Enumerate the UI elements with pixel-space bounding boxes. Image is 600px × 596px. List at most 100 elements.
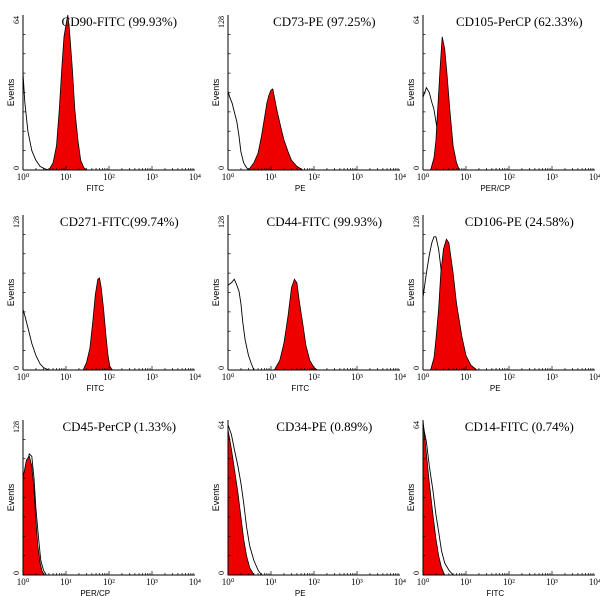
y-tick-label: 0 xyxy=(412,166,421,170)
x-tick-label: 10⁴ xyxy=(589,577,600,587)
panel-title: CD105-PerCP (62.33%) xyxy=(456,14,583,29)
x-tick-label: 10² xyxy=(308,577,320,587)
x-tick-label: 10⁰ xyxy=(417,577,430,587)
stained-histogram xyxy=(227,429,255,576)
panel-title: CD106-PE (24.58%) xyxy=(465,214,574,229)
x-tick-label: 10³ xyxy=(546,577,558,587)
panel-title: CD73-PE (97.25%) xyxy=(273,14,376,29)
y-tick-label: 64 xyxy=(12,16,21,24)
x-tick-label: 10⁴ xyxy=(589,372,600,382)
x-tick-label: 10⁰ xyxy=(222,172,235,182)
x-tick-label: 10⁴ xyxy=(394,172,406,182)
y-tick-label: 64 xyxy=(412,421,421,429)
x-tick-label: 10² xyxy=(503,372,515,382)
x-tick-label: 10² xyxy=(103,577,115,587)
stained-histogram xyxy=(82,277,114,371)
x-axis-label: PER/CP xyxy=(480,184,510,193)
x-tick-label: 10³ xyxy=(351,577,363,587)
panel-title: CD271-FITC(99.74%) xyxy=(60,214,179,229)
x-tick-label: 10¹ xyxy=(265,577,277,587)
x-tick-label: 10⁰ xyxy=(417,372,430,382)
x-tick-label: 10² xyxy=(503,172,515,182)
x-tick-label: 10¹ xyxy=(265,172,277,182)
stained-histogram xyxy=(430,36,460,171)
y-tick-label: 0 xyxy=(412,366,421,370)
x-tick-label: 10¹ xyxy=(60,372,72,382)
y-tick-label: 0 xyxy=(412,571,421,575)
histogram-panel: 10⁰ 10¹ 10² 10³ 10⁴ 128 0 Events FITC CD44-FITC (… xyxy=(211,214,406,393)
y-axis-label: Events xyxy=(406,483,416,511)
control-histogram xyxy=(227,91,249,171)
histogram-panel: 10⁰ 10¹ 10² 10³ 10⁴ 128 0 Events FITC CD271-FITC(… xyxy=(6,214,201,393)
x-tick-label: 10⁴ xyxy=(189,372,201,382)
stained-histogram xyxy=(422,419,446,576)
x-tick-label: 10⁴ xyxy=(189,172,201,182)
y-tick-label: 128 xyxy=(12,216,21,228)
y-tick-label: 0 xyxy=(217,166,226,170)
x-axis-label: FITC xyxy=(486,589,504,596)
x-tick-label: 10¹ xyxy=(60,172,72,182)
y-tick-label: 0 xyxy=(217,366,226,370)
y-axis-label: Events xyxy=(406,278,416,306)
x-tick-label: 10³ xyxy=(146,577,158,587)
histogram-panel: 10⁰ 10¹ 10² 10³ 10⁴ 128 0 Events PE CD106-PE (24.… xyxy=(406,214,600,393)
x-tick-label: 10⁰ xyxy=(222,372,235,382)
x-tick-label: 10⁰ xyxy=(17,172,30,182)
control-histogram xyxy=(22,73,50,171)
y-axis-label: Events xyxy=(6,78,16,106)
y-tick-label: 0 xyxy=(217,571,226,575)
control-histogram xyxy=(22,309,50,371)
histogram-panel: 10⁰ 10¹ 10² 10³ 10⁴ 128 0 Events PER/CP CD45-PerC… xyxy=(6,419,201,596)
panel-title: CD14-FITC (0.74%) xyxy=(465,419,574,434)
stained-histogram xyxy=(430,238,479,371)
control-histogram xyxy=(227,424,262,576)
x-tick-label: 10³ xyxy=(146,372,158,382)
stained-histogram xyxy=(48,14,88,171)
x-axis-label: FITC xyxy=(86,184,104,193)
panel-title: CD44-FITC (99.93%) xyxy=(267,214,383,229)
x-tick-label: 10⁴ xyxy=(189,577,201,587)
histogram-panel: 10⁰ 10¹ 10² 10³ 10⁴ 64 0 Events PER/CP CD105-PerC… xyxy=(406,14,600,193)
stained-histogram xyxy=(273,278,319,371)
x-tick-label: 10² xyxy=(503,577,515,587)
y-axis-label: Events xyxy=(6,278,16,306)
x-tick-label: 10³ xyxy=(546,172,558,182)
x-tick-label: 10¹ xyxy=(460,372,472,382)
x-axis-label: FITC xyxy=(291,384,309,393)
histogram-panel: 10⁰ 10¹ 10² 10³ 10⁴ 64 0 Events FITC CD90-FITC (9… xyxy=(6,14,201,193)
x-tick-label: 10⁴ xyxy=(394,577,406,587)
histogram-panel: 10⁰ 10¹ 10² 10³ 10⁴ 64 0 Events FITC CD14-FITC (0… xyxy=(406,419,600,596)
histogram-panel: 10⁰ 10¹ 10² 10³ 10⁴ 128 0 Events PE CD73-PE (97.2… xyxy=(211,14,406,193)
x-axis-label: PE xyxy=(490,384,501,393)
y-tick-label: 0 xyxy=(12,366,21,370)
y-tick-label: 0 xyxy=(12,571,21,575)
y-axis-label: Events xyxy=(211,278,221,306)
x-tick-label: 10¹ xyxy=(265,372,277,382)
x-tick-label: 10³ xyxy=(546,372,558,382)
x-axis-label: PER/CP xyxy=(80,589,110,596)
panel-title: CD90-FITC (99.93%) xyxy=(62,14,178,29)
y-axis-label: Events xyxy=(406,78,416,106)
x-tick-label: 10⁰ xyxy=(17,577,30,587)
x-axis-label: PE xyxy=(295,589,306,596)
y-axis-label: Events xyxy=(6,483,16,511)
y-tick-label: 128 xyxy=(217,16,226,28)
y-tick-label: 128 xyxy=(412,216,421,228)
y-tick-label: 128 xyxy=(12,421,21,433)
x-tick-label: 10² xyxy=(103,172,115,182)
x-tick-label: 10³ xyxy=(351,372,363,382)
x-axis-label: FITC xyxy=(86,384,104,393)
y-tick-label: 64 xyxy=(217,421,226,429)
stained-histogram xyxy=(247,88,305,171)
control-histogram xyxy=(227,278,255,371)
x-tick-label: 10¹ xyxy=(60,577,72,587)
control-histogram xyxy=(422,424,454,576)
y-axis-label: Events xyxy=(211,483,221,511)
y-tick-label: 0 xyxy=(12,166,21,170)
x-tick-label: 10⁰ xyxy=(17,372,30,382)
y-tick-label: 128 xyxy=(217,216,226,228)
stained-histogram xyxy=(22,455,46,576)
histogram-panel: 10⁰ 10¹ 10² 10³ 10⁴ 64 0 Events PE CD34-PE (0.89%… xyxy=(211,419,406,596)
x-tick-label: 10² xyxy=(103,372,115,382)
